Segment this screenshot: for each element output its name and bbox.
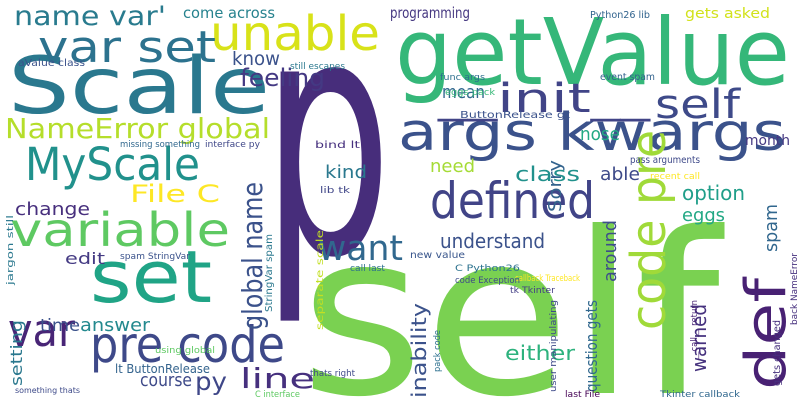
word: time [40, 316, 80, 336]
word: around [600, 220, 621, 282]
word: Scale [8, 42, 270, 132]
word: aValue class [18, 58, 85, 69]
word: either [505, 341, 576, 365]
word: Python26 lib [590, 10, 650, 21]
word: set [90, 235, 212, 319]
word: able [600, 164, 640, 185]
word: args kwargs [398, 103, 786, 163]
word: StringVar spam [264, 234, 275, 312]
word: option [682, 181, 745, 205]
word: class [515, 162, 580, 186]
word: feeling [240, 64, 325, 92]
word: inability [407, 303, 431, 398]
word: call last [350, 264, 385, 274]
word: missing something [120, 140, 200, 150]
word: C Python26 [455, 264, 520, 274]
word: warned [687, 304, 711, 372]
word: edit [65, 249, 105, 268]
word: unable [210, 6, 380, 62]
word: user manipulating [549, 300, 559, 392]
word: gets asked [685, 6, 770, 22]
word: name var' [14, 1, 166, 32]
word: back NameError [790, 253, 800, 325]
word: Sorry [545, 160, 566, 212]
word: answer [80, 315, 151, 336]
word: want [318, 229, 403, 269]
word: come across [183, 4, 275, 22]
word: __call__ return [690, 300, 700, 361]
word: gets changed [772, 320, 783, 386]
word: change [15, 199, 90, 220]
word: course [140, 370, 192, 391]
word: know [232, 48, 280, 70]
word: spam StringVar [120, 252, 190, 262]
word: something thats [15, 386, 80, 395]
word: pass arguments [630, 155, 700, 166]
word: global name [236, 182, 269, 330]
word: mean [442, 82, 485, 103]
word: func args [440, 73, 485, 83]
word: recent call [650, 172, 700, 182]
word: still escapes [290, 62, 345, 72]
word: p [262, 0, 392, 330]
word: jargon still [6, 215, 16, 286]
word: eggs pack [445, 88, 496, 98]
word: programming [390, 4, 470, 22]
word: defined [430, 172, 595, 230]
word: def [734, 276, 799, 390]
word: month [745, 133, 790, 149]
word: setting [7, 320, 26, 386]
word: self [300, 185, 725, 400]
word: code Exception [455, 276, 520, 286]
word: pre code [90, 316, 285, 374]
word: ButtonRelease gt [460, 110, 570, 121]
word: C interface [255, 390, 300, 400]
word: interface py [205, 140, 261, 150]
word: event spam [600, 72, 655, 83]
word: kind [325, 162, 367, 183]
word: nose [580, 124, 620, 145]
word: pack code [433, 330, 443, 372]
word: var [8, 304, 75, 357]
word: variable [10, 203, 230, 257]
word: need [430, 156, 475, 177]
word: question gets [582, 300, 601, 392]
word: separate scale [315, 230, 326, 330]
word: spam [761, 204, 782, 252]
word: lib tk [320, 186, 351, 196]
word: understand [440, 229, 545, 253]
word: bind lt [315, 140, 360, 151]
word: lt ButtonRelease [115, 362, 210, 376]
word: MyScale [25, 138, 200, 191]
word: callback Traceback [515, 274, 581, 284]
word: self [655, 82, 741, 128]
word: new value [410, 250, 465, 261]
word: Tkinter callback [659, 390, 741, 400]
word: getValue [395, 0, 790, 106]
word: tk Tkinter [510, 286, 555, 296]
word: thats right [310, 369, 355, 379]
word: line [240, 362, 315, 395]
word: py [195, 367, 227, 396]
word: last File [565, 390, 600, 400]
word: using global [155, 346, 215, 356]
word: eggs [682, 205, 725, 226]
word: code pre [621, 130, 677, 330]
word: NameError global [5, 112, 270, 145]
word: var set [38, 22, 216, 73]
word: File C [130, 180, 220, 208]
word: __init__ [437, 76, 652, 122]
